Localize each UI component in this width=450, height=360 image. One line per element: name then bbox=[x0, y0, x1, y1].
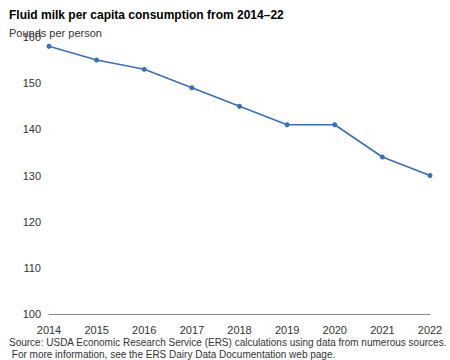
svg-text:120: 120 bbox=[23, 216, 41, 228]
svg-text:2019: 2019 bbox=[275, 324, 299, 336]
svg-text:2022: 2022 bbox=[418, 324, 442, 336]
svg-text:150: 150 bbox=[23, 77, 41, 89]
svg-text:2018: 2018 bbox=[227, 324, 251, 336]
svg-text:140: 140 bbox=[23, 123, 41, 135]
svg-text:130: 130 bbox=[23, 170, 41, 182]
svg-text:2014: 2014 bbox=[37, 324, 61, 336]
svg-text:For more information, see the: For more information, see the ERS Dairy … bbox=[9, 349, 335, 360]
svg-text:2017: 2017 bbox=[180, 324, 204, 336]
svg-text:100: 100 bbox=[23, 308, 41, 320]
svg-text:Pounds per person: Pounds per person bbox=[9, 27, 102, 39]
svg-text:2015: 2015 bbox=[84, 324, 108, 336]
svg-text:Source: USDA Economic Research: Source: USDA Economic Research Service (… bbox=[9, 337, 446, 348]
svg-text:Fluid milk per capita consumpt: Fluid milk per capita consumption from 2… bbox=[9, 8, 284, 22]
svg-text:2020: 2020 bbox=[323, 324, 347, 336]
svg-text:110: 110 bbox=[23, 262, 41, 274]
svg-text:2016: 2016 bbox=[132, 324, 156, 336]
svg-text:2021: 2021 bbox=[370, 324, 394, 336]
